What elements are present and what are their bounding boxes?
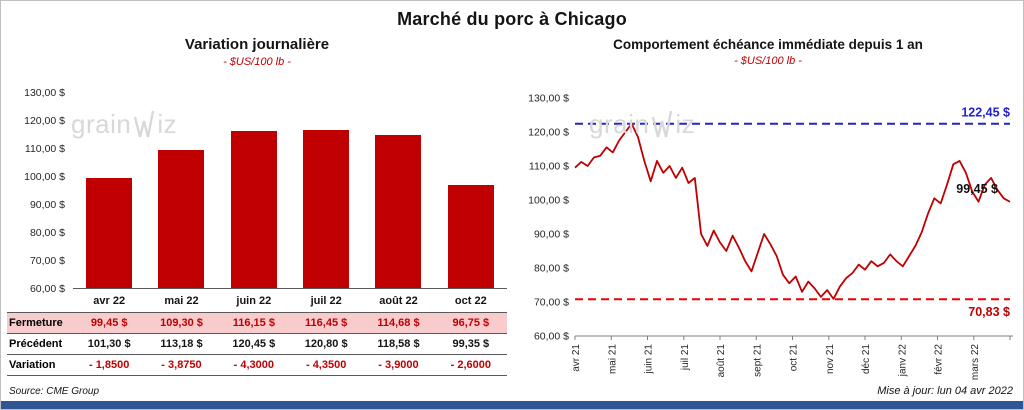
last-value-label: 99,45 $	[956, 182, 998, 196]
month-label: août 22	[379, 295, 418, 307]
row-label: Précédent	[9, 338, 63, 350]
value-cell: 116,15 $	[232, 317, 275, 329]
bar	[86, 177, 133, 288]
bar-slot	[435, 93, 507, 288]
bar-slot	[218, 93, 290, 288]
bar	[303, 129, 350, 288]
y-axis-label: 100,00 $	[24, 171, 65, 183]
value-cell: 120,45 $	[232, 338, 276, 350]
bar-chart-subtitle: - $US/100 lb -	[223, 56, 291, 68]
x-axis-label: oct 21	[789, 344, 800, 372]
values-table: avr 22 mai 22 juin 22 juil 22 août 22 oct 22 F…	[7, 289, 507, 376]
x-axis-label: mai 21	[607, 344, 618, 374]
y-axis-label: 120,00 $	[24, 115, 65, 127]
line-chart-title: Comportement échéance immédiate depuis 1…	[613, 37, 923, 52]
bar	[230, 130, 277, 288]
y-axis-label: 80,00 $	[29, 227, 65, 239]
footer-accent-bar	[1, 401, 1023, 409]
bar-chart-plot: 130,00 $ 120,00 $ 110,00 $ 100,00 $ 90,00 $ 8…	[24, 87, 507, 295]
value-cell: - 4,3500	[305, 359, 347, 371]
x-axis-label: juil 21	[680, 344, 691, 372]
value-cell: - 3,8750	[161, 359, 202, 371]
month-label: oct 22	[454, 295, 487, 307]
y-axis-label: 120,00 $	[528, 127, 569, 139]
y-axis-label: 70,00 $	[29, 255, 65, 267]
value-cell: 99,45 $	[90, 317, 128, 329]
row-label: Fermeture	[9, 317, 63, 329]
month-label: mai 22	[164, 295, 199, 307]
bar-slot	[145, 93, 217, 288]
table-row-precedent: Précédent 101,30 $ 113,18 $ 120,45 $ 120,80 …	[7, 333, 507, 354]
bar-slot	[362, 93, 434, 288]
max-value-label: 122,45 $	[961, 106, 1010, 120]
bar-chart-panel: Variation journalière - $US/100 lb - 130…	[1, 36, 513, 386]
price-line	[574, 122, 1011, 300]
y-axis-label: 60,00 $	[534, 331, 569, 343]
x-axis-label: avr 21	[571, 344, 582, 372]
value-cell: 116,45 $	[305, 317, 348, 329]
value-cell: 113,18 $	[160, 338, 203, 350]
y-axis-label: 90,00 $	[29, 199, 65, 211]
bar	[375, 134, 422, 288]
page-title: Marché du porc à Chicago	[397, 9, 627, 29]
y-axis-label: 60,00 $	[29, 283, 65, 295]
charts-row: Variation journalière - $US/100 lb - 130…	[1, 36, 1023, 386]
value-cell: - 2,6000	[450, 359, 492, 371]
table-row-fermeture: Fermeture 99,45 $ 109,30 $ 116,15 $ 116,45 $…	[7, 312, 507, 333]
x-axis-label: janv 22	[897, 344, 908, 378]
value-cell: 109,30 $	[160, 317, 203, 329]
row-label: Variation	[9, 359, 56, 371]
month-label: juin 22	[236, 295, 272, 307]
value-cell: - 3,9000	[378, 359, 419, 371]
source-note: Source: CME Group	[9, 386, 100, 397]
bar-slot	[73, 93, 145, 288]
x-axis-label: févr 22	[934, 344, 945, 375]
bar-slot	[290, 93, 362, 288]
y-axis-label: 130,00 $	[24, 87, 65, 99]
value-cell: 120,80 $	[304, 338, 348, 350]
x-axis-label: déc 21	[861, 344, 872, 374]
value-cell: 99,35 $	[452, 338, 490, 350]
bar-series	[73, 93, 507, 288]
table-row-variation: Variation - 1,8500 - 3,8750 - 4,3000 - 4,350…	[7, 354, 507, 376]
last-updated-note: Mise à jour: lun 04 avr 2022	[877, 385, 1013, 397]
bar-chart-y-axis: 130,00 $ 120,00 $ 110,00 $ 100,00 $ 90,00 $ 8…	[7, 87, 65, 295]
bar	[158, 150, 205, 288]
table-header-row: avr 22 mai 22 juin 22 juil 22 août 22 oct 22	[7, 289, 507, 312]
x-axis-label: sept 21	[752, 344, 763, 377]
y-axis-label: 80,00 $	[534, 263, 569, 275]
x-axis-label: juin 21	[644, 344, 655, 375]
value-cell: 101,30 $	[87, 338, 131, 350]
y-axis-label: 70,00 $	[534, 297, 569, 309]
y-axis-label: 100,00 $	[528, 195, 569, 207]
month-label: avr 22	[93, 295, 126, 307]
min-value-label: 70,83 $	[968, 305, 1010, 319]
bar-chart-title: Variation journalière	[184, 36, 330, 53]
y-axis-label: 110,00 $	[529, 161, 569, 173]
value-cell: 114,68 $	[377, 317, 420, 329]
line-chart-panel: Comportement échéance immédiate depuis 1…	[513, 36, 1023, 386]
y-axis-label: 90,00 $	[534, 229, 569, 241]
x-axis-label: nov 21	[825, 344, 836, 374]
line-chart: 130,00 $ 120,00 $ 110,00 $ 100,00 $ 90,00 $ 8…	[528, 93, 1013, 381]
month-label: juil 22	[310, 295, 342, 307]
y-axis-label: 130,00 $	[528, 93, 569, 105]
line-chart-subtitle: - $US/100 lb -	[734, 55, 802, 67]
value-cell: - 4,3000	[233, 359, 275, 371]
value-cell: 118,58 $	[377, 338, 420, 350]
bar	[447, 185, 494, 288]
value-cell: 96,75 $	[452, 317, 490, 329]
x-axis-label: mars 22	[970, 344, 981, 381]
value-cell: - 1,8500	[88, 359, 130, 371]
y-axis-label: 110,00 $	[24, 143, 65, 155]
x-axis-label: août 21	[716, 344, 727, 378]
